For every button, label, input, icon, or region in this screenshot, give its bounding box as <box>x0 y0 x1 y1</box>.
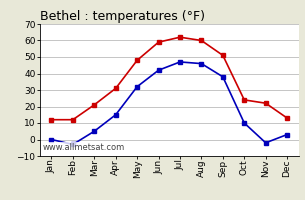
Text: www.allmetsat.com: www.allmetsat.com <box>42 143 124 152</box>
Text: Bethel : temperatures (°F): Bethel : temperatures (°F) <box>40 10 205 23</box>
